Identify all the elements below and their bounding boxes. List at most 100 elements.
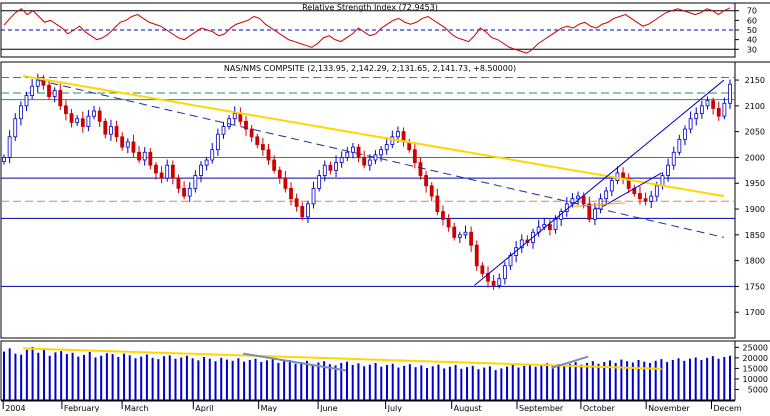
candle-body bbox=[474, 244, 479, 267]
x-axis-label: March bbox=[124, 404, 148, 412]
candle-body bbox=[148, 151, 153, 166]
volume-bar bbox=[631, 362, 634, 400]
price-tick-label: 2050 bbox=[745, 128, 765, 137]
candle-body bbox=[553, 218, 558, 231]
price-tick-label: 2150 bbox=[745, 76, 765, 85]
candle-body bbox=[486, 273, 490, 282]
candle-body bbox=[193, 175, 198, 189]
volume-bar bbox=[500, 368, 503, 400]
candle-body bbox=[232, 113, 237, 120]
candle-body bbox=[24, 95, 29, 107]
volume-bar bbox=[225, 359, 228, 400]
volume-bar bbox=[37, 352, 40, 400]
volume-bar bbox=[277, 362, 280, 400]
candle-body bbox=[362, 157, 367, 166]
candle-body bbox=[289, 187, 293, 200]
candle-body bbox=[457, 234, 462, 238]
candle-body bbox=[58, 89, 63, 107]
candle-body bbox=[339, 157, 344, 163]
volume-bar bbox=[140, 356, 143, 400]
volume-bar bbox=[523, 365, 526, 400]
price-tick-label: 1900 bbox=[745, 205, 765, 214]
volume-bar bbox=[586, 362, 589, 400]
rsi-line bbox=[3, 7, 731, 54]
x-axis-label: 2004 bbox=[5, 404, 25, 412]
candle-body bbox=[384, 144, 389, 151]
volume-bar bbox=[517, 367, 520, 400]
volume-bar bbox=[477, 369, 480, 400]
volume-bar bbox=[345, 361, 348, 400]
candle-body bbox=[114, 126, 119, 138]
candle-body bbox=[598, 198, 603, 210]
volume-bar bbox=[357, 363, 360, 400]
volume-bar bbox=[671, 359, 674, 400]
volume-bar bbox=[54, 352, 57, 400]
candle-body bbox=[103, 120, 108, 135]
volume-bar bbox=[460, 368, 463, 400]
price-tick-label: 1850 bbox=[745, 231, 765, 240]
volume-bar bbox=[65, 354, 68, 400]
volume-bar bbox=[163, 356, 166, 400]
volume-bar bbox=[351, 365, 354, 400]
candle-body bbox=[165, 164, 170, 179]
volume-bar bbox=[157, 359, 160, 400]
price-panel-frame bbox=[0, 61, 736, 339]
candle-body bbox=[418, 162, 423, 176]
x-axis-label: May bbox=[261, 404, 278, 412]
volume-bar bbox=[94, 357, 97, 400]
volume-bar bbox=[168, 355, 171, 400]
x-axis-label: October bbox=[583, 404, 616, 412]
volume-bar bbox=[597, 363, 600, 400]
candle-body bbox=[154, 164, 158, 174]
candle-body bbox=[238, 113, 243, 122]
candle-body bbox=[322, 164, 327, 176]
volume-bar bbox=[8, 348, 11, 400]
candle-body bbox=[170, 164, 175, 179]
volume-bar bbox=[408, 364, 411, 400]
candle-body bbox=[227, 118, 232, 127]
price-trend-line bbox=[37, 79, 725, 238]
candle-body bbox=[35, 79, 40, 87]
volume-bar bbox=[403, 365, 406, 400]
candle-body bbox=[677, 138, 682, 153]
candle-body bbox=[649, 195, 654, 202]
volume-bar bbox=[511, 365, 514, 400]
candle-body bbox=[609, 180, 614, 192]
volume-bar bbox=[363, 366, 366, 400]
candle-body bbox=[722, 102, 727, 117]
volume-bar bbox=[203, 357, 206, 400]
volume-bar bbox=[694, 357, 697, 400]
volume-bar bbox=[568, 363, 571, 400]
x-axis-label: April bbox=[195, 404, 213, 412]
volume-bar bbox=[706, 357, 709, 400]
volume-bar bbox=[700, 359, 703, 400]
volume-bar bbox=[14, 353, 17, 400]
candle-body bbox=[47, 84, 51, 97]
x-axis-label: November bbox=[648, 404, 690, 412]
price-tick-label: 1700 bbox=[745, 308, 765, 317]
candle-body bbox=[683, 128, 687, 140]
volume-bar bbox=[420, 365, 423, 400]
volume-bar bbox=[265, 360, 268, 400]
candle-body bbox=[328, 164, 333, 171]
candle-body bbox=[199, 164, 203, 176]
price-trend-line bbox=[573, 202, 625, 207]
volume-bar bbox=[174, 358, 177, 400]
volume-bar bbox=[214, 361, 217, 400]
candle-body bbox=[311, 187, 316, 205]
volume-bar bbox=[25, 349, 28, 400]
candle-body bbox=[2, 157, 6, 162]
candle-body bbox=[306, 203, 310, 218]
candle-body bbox=[716, 108, 721, 117]
volume-bar bbox=[185, 355, 188, 400]
candle-body bbox=[728, 83, 732, 104]
candle-body bbox=[249, 128, 254, 138]
x-axis-label: February bbox=[64, 404, 100, 412]
x-axis-label: July bbox=[387, 404, 403, 412]
candle-body bbox=[204, 159, 209, 166]
candle-body bbox=[137, 151, 141, 161]
volume-bar bbox=[688, 358, 691, 400]
candle-body bbox=[491, 280, 496, 286]
volume-bar bbox=[248, 359, 251, 400]
volume-bar bbox=[540, 365, 543, 400]
